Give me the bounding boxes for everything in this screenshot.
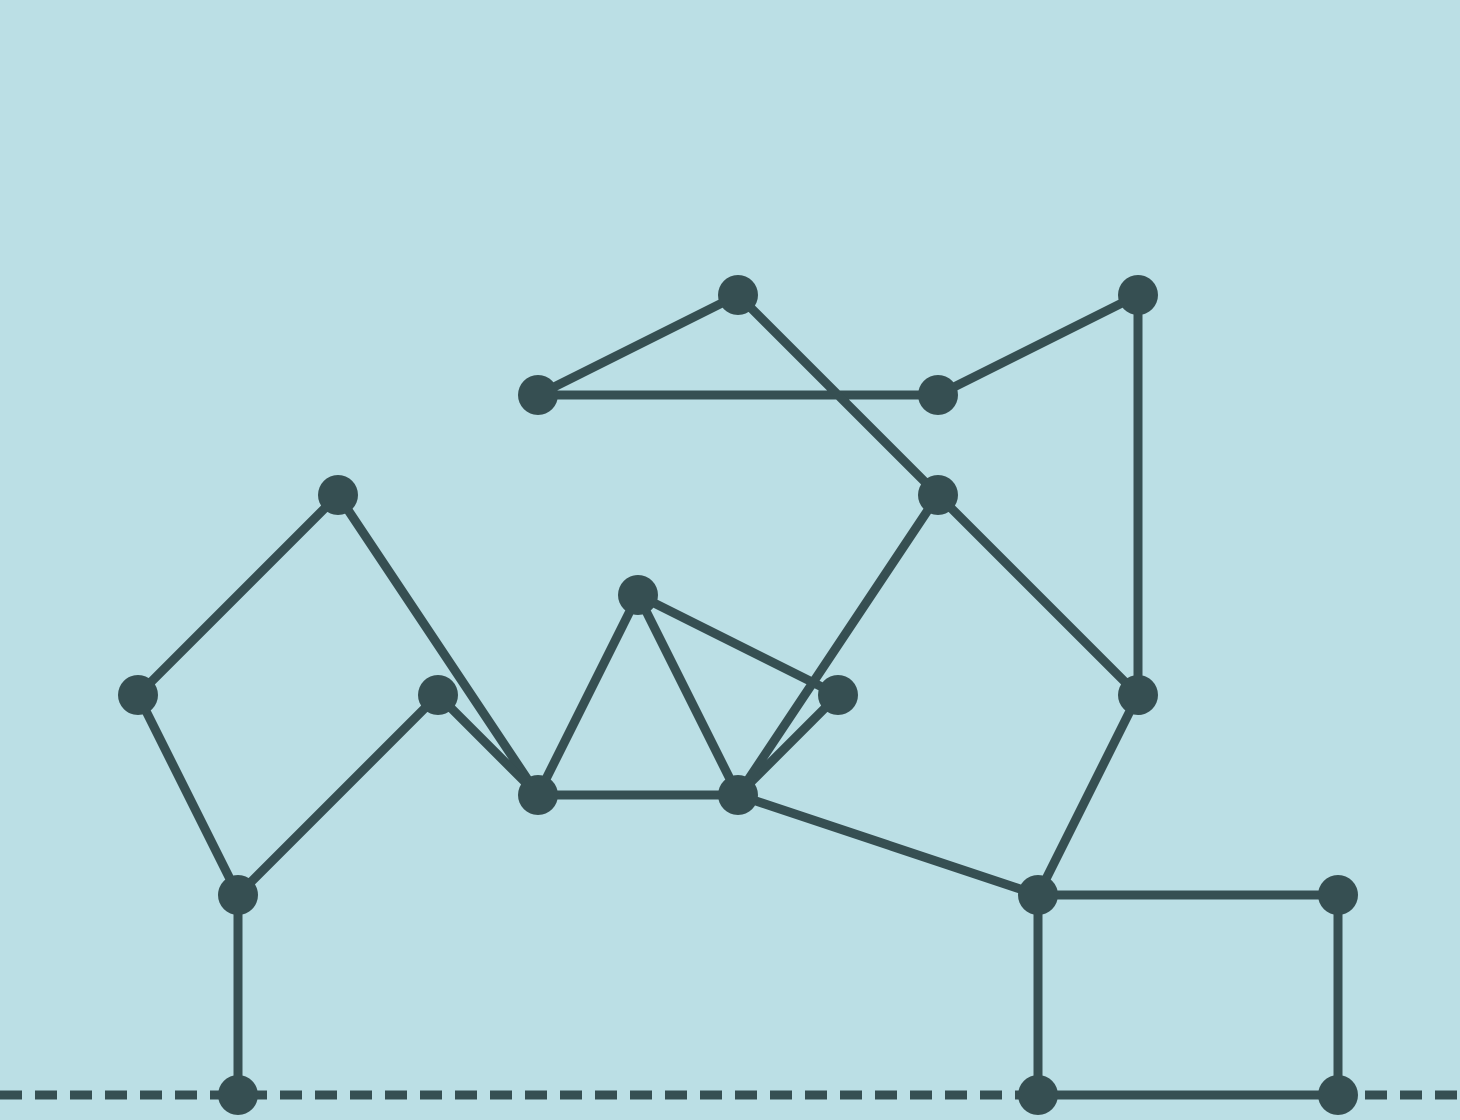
edge-n13-n15: [933, 490, 1143, 700]
node-n7: [518, 775, 558, 815]
node-n15: [1118, 675, 1158, 715]
edge-n16-n9: [733, 690, 843, 800]
node-n14: [818, 675, 858, 715]
edge-n10-n16: [633, 590, 843, 700]
edge-n9-n13: [733, 490, 943, 800]
edge-n2-n5: [133, 690, 243, 900]
node-n19: [518, 375, 558, 415]
node-n1: [218, 1075, 258, 1115]
node-n6: [318, 475, 358, 515]
edge-n2-n8: [233, 690, 443, 900]
edge-n6-n7: [333, 490, 543, 800]
node-n17: [1118, 275, 1158, 315]
edge-n17-n18: [933, 290, 1143, 400]
edges: [133, 290, 1343, 1100]
node-n4: [1318, 1075, 1358, 1115]
node-n18: [918, 375, 958, 415]
edge-top1-n13: [733, 290, 943, 500]
edge-n9-n12: [733, 790, 1043, 900]
node-n5: [118, 675, 158, 715]
edge-n5-n6: [133, 490, 343, 700]
node-n9: [718, 775, 758, 815]
edge-n8-n7: [433, 690, 543, 800]
edge-n7-n10: [533, 590, 643, 800]
nodes: [118, 275, 1358, 1115]
edge-n10-n9: [633, 590, 743, 800]
node-n12: [1018, 875, 1058, 915]
edge-top1-n19: [533, 290, 743, 400]
node-n11: [1318, 875, 1358, 915]
node-n8: [418, 675, 458, 715]
edge-n15-n12: [1033, 690, 1143, 900]
node-n3: [1018, 1075, 1058, 1115]
node-n13: [918, 475, 958, 515]
node-top1: [718, 275, 758, 315]
node-n10: [618, 575, 658, 615]
node-n2: [218, 875, 258, 915]
